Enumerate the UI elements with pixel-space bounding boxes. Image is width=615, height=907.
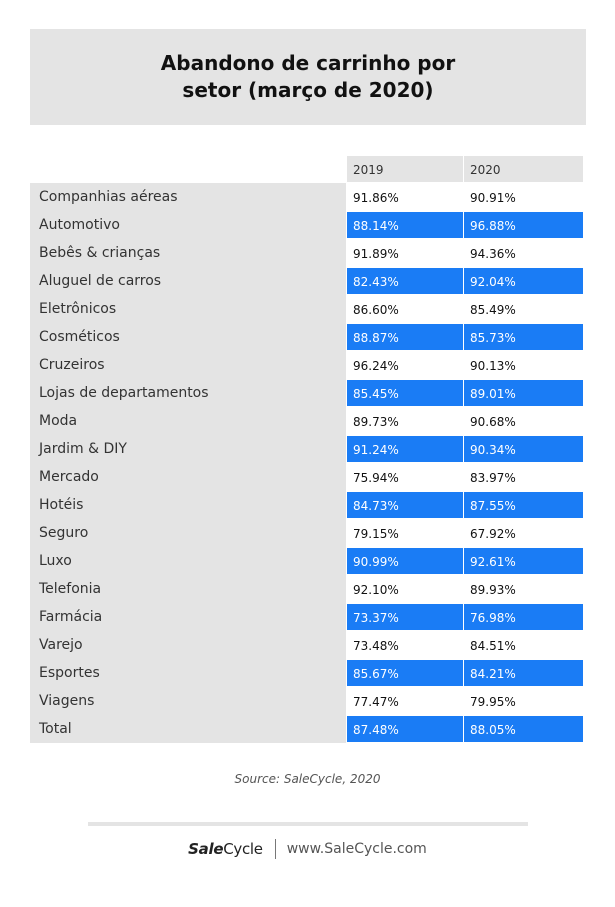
row-label: Esportes bbox=[39, 665, 100, 681]
chart-title-line-2: setor (março de 2020) bbox=[182, 78, 434, 102]
highlight-cell bbox=[347, 660, 463, 686]
row-label: Lojas de departamentos bbox=[39, 385, 209, 401]
highlight-cell bbox=[347, 604, 463, 630]
cell-value-2020: 92.04% bbox=[470, 275, 516, 289]
chart-title: Abandono de carrinho por setor (março de… bbox=[143, 50, 473, 104]
cell-value-2020: 90.68% bbox=[470, 415, 516, 429]
highlight-cell bbox=[464, 380, 583, 406]
column-header-bg bbox=[464, 156, 583, 182]
cell-value-2019: 89.73% bbox=[353, 415, 399, 429]
cell-value-2020: 84.51% bbox=[470, 639, 516, 653]
cell-value-2019: 73.37% bbox=[353, 611, 399, 625]
footer-separator bbox=[274, 839, 276, 859]
highlight-cell bbox=[464, 268, 583, 294]
salecycle-logo: SaleCycle bbox=[188, 840, 263, 858]
cell-value-2019: 85.45% bbox=[353, 387, 399, 401]
cell-value-2020: 84.21% bbox=[470, 667, 516, 681]
cell-value-2019: 84.73% bbox=[353, 499, 399, 513]
logo-sale-text: Sale bbox=[188, 840, 224, 858]
cell-value-2019: 92.10% bbox=[353, 583, 399, 597]
highlight-cell bbox=[464, 324, 583, 350]
column-header-2020: 2020 bbox=[470, 163, 501, 177]
highlight-cell bbox=[464, 212, 583, 238]
footer: SaleCycle www.SaleCycle.com bbox=[0, 839, 615, 859]
highlight-cell bbox=[347, 548, 463, 574]
row-label: Farmácia bbox=[39, 609, 102, 625]
highlight-cell bbox=[347, 212, 463, 238]
highlight-cell bbox=[464, 604, 583, 630]
row-label: Total bbox=[38, 721, 72, 737]
cell-value-2020: 85.49% bbox=[470, 303, 516, 317]
row-label: Aluguel de carros bbox=[39, 273, 161, 289]
cell-value-2020: 90.13% bbox=[470, 359, 516, 373]
row-label: Luxo bbox=[39, 553, 72, 569]
cell-value-2020: 92.61% bbox=[470, 555, 516, 569]
cell-value-2020: 94.36% bbox=[470, 247, 516, 261]
row-label: Mercado bbox=[39, 469, 99, 485]
column-header-2019: 2019 bbox=[353, 163, 384, 177]
row-label: Varejo bbox=[39, 637, 83, 653]
row-label: Jardim & DIY bbox=[38, 441, 127, 457]
cell-value-2019: 75.94% bbox=[353, 471, 399, 485]
highlight-cell bbox=[464, 492, 583, 518]
cell-value-2019: 77.47% bbox=[353, 695, 399, 709]
cell-value-2019: 87.48% bbox=[353, 723, 399, 737]
row-label: Cosméticos bbox=[39, 329, 120, 345]
cell-value-2020: 90.91% bbox=[470, 191, 516, 205]
cell-value-2020: 90.34% bbox=[470, 443, 516, 457]
cell-value-2019: 91.86% bbox=[353, 191, 399, 205]
website-link[interactable]: www.SaleCycle.com bbox=[286, 841, 427, 857]
footer-divider bbox=[88, 822, 528, 826]
cell-value-2020: 96.88% bbox=[470, 219, 516, 233]
highlight-cell bbox=[347, 268, 463, 294]
highlight-cell bbox=[347, 716, 463, 742]
cell-value-2020: 67.92% bbox=[470, 527, 516, 541]
cell-value-2019: 91.89% bbox=[353, 247, 399, 261]
cell-value-2019: 88.87% bbox=[353, 331, 399, 345]
label-column-bg bbox=[30, 183, 346, 743]
cell-value-2020: 83.97% bbox=[470, 471, 516, 485]
cell-value-2020: 85.73% bbox=[470, 331, 516, 345]
source-note: Source: SaleCycle, 2020 bbox=[234, 772, 381, 786]
highlight-cell bbox=[347, 380, 463, 406]
cell-value-2020: 88.05% bbox=[470, 723, 516, 737]
cell-value-2019: 86.60% bbox=[353, 303, 399, 317]
row-label: Moda bbox=[39, 413, 77, 429]
cell-value-2019: 90.99% bbox=[353, 555, 399, 569]
cell-value-2019: 85.67% bbox=[353, 667, 399, 681]
chart-title-line-1: Abandono de carrinho por bbox=[160, 51, 456, 75]
cell-value-2020: 87.55% bbox=[470, 499, 516, 513]
row-label: Cruzeiros bbox=[39, 357, 105, 373]
row-label: Seguro bbox=[39, 525, 88, 541]
row-label: Hotéis bbox=[39, 497, 83, 513]
logo-cycle-text: Cycle bbox=[223, 840, 263, 858]
cell-value-2020: 76.98% bbox=[470, 611, 516, 625]
highlight-cell bbox=[464, 548, 583, 574]
highlight-cell bbox=[464, 436, 583, 462]
cell-value-2019: 73.48% bbox=[353, 639, 399, 653]
cell-value-2019: 82.43% bbox=[353, 275, 399, 289]
highlight-cell bbox=[347, 492, 463, 518]
highlight-cell bbox=[347, 436, 463, 462]
column-header-bg bbox=[347, 156, 463, 182]
row-label: Automotivo bbox=[39, 217, 120, 233]
cell-value-2019: 96.24% bbox=[353, 359, 399, 373]
cell-value-2020: 89.93% bbox=[470, 583, 516, 597]
cell-value-2020: 89.01% bbox=[470, 387, 516, 401]
row-label: Telefonia bbox=[38, 581, 101, 597]
cell-value-2019: 88.14% bbox=[353, 219, 399, 233]
title-panel: Abandono de carrinho por setor (março de… bbox=[30, 29, 586, 125]
row-label: Eletrônicos bbox=[39, 301, 116, 317]
cell-value-2020: 79.95% bbox=[470, 695, 516, 709]
row-label: Bebês & crianças bbox=[39, 245, 160, 261]
cell-value-2019: 79.15% bbox=[353, 527, 399, 541]
highlight-cell bbox=[464, 660, 583, 686]
highlight-cell bbox=[347, 324, 463, 350]
row-label: Viagens bbox=[39, 693, 94, 709]
highlight-cell bbox=[464, 716, 583, 742]
row-label: Companhias aéreas bbox=[39, 189, 178, 205]
cell-value-2019: 91.24% bbox=[353, 443, 399, 457]
